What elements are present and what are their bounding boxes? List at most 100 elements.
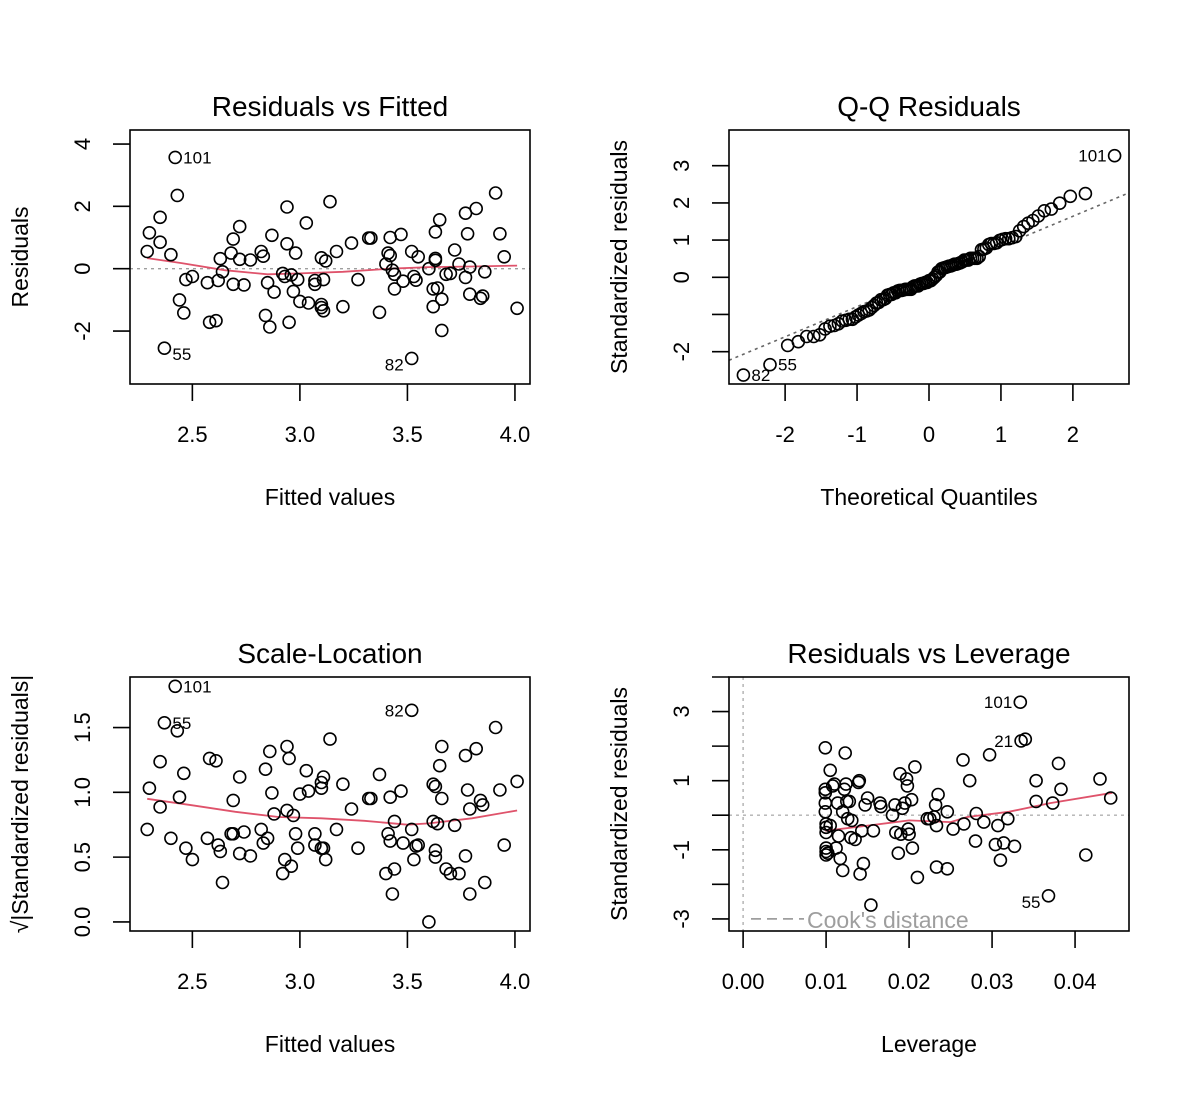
y-tick-label: 1 (669, 234, 694, 246)
data-point (864, 898, 878, 912)
x-axis-label: Theoretical Quantiles (820, 484, 1037, 510)
data-point (842, 794, 857, 809)
data-point (856, 856, 871, 871)
data-point (323, 194, 337, 209)
data-point (1063, 189, 1078, 204)
panel-rvf: Residuals vs Fitted Fitted values Residual… (7, 91, 531, 510)
data-point (469, 741, 484, 756)
data-point (314, 300, 329, 315)
cooks-distance-legend-label: Cook's distance (807, 907, 969, 933)
data-point (422, 915, 436, 929)
data-point (439, 862, 453, 876)
y-tick-label: 0 (70, 263, 95, 275)
data-point (460, 783, 475, 797)
data-point (866, 823, 881, 838)
data-point (226, 277, 240, 292)
data-point (968, 834, 983, 848)
data-point (1012, 224, 1027, 238)
data-point (1007, 839, 1022, 854)
data-point (168, 150, 182, 165)
data-point (818, 785, 833, 800)
data-point (286, 284, 301, 299)
data-point (493, 783, 507, 797)
x-tick-label: -1 (847, 422, 867, 447)
data-point (411, 838, 426, 852)
y-axis-label: Standardized residuals (606, 140, 632, 374)
data-point (428, 253, 443, 268)
data-point (1078, 186, 1093, 201)
data-point (940, 861, 955, 876)
data-point (372, 305, 387, 320)
data-point (258, 762, 273, 777)
data-point (823, 763, 838, 778)
data-point (200, 831, 215, 846)
data-point (929, 860, 944, 874)
plot-area (729, 677, 1129, 931)
data-point (443, 866, 458, 881)
data-point (290, 841, 305, 856)
data-point (874, 799, 888, 814)
data-point (902, 827, 916, 842)
point-label: 82 (385, 355, 404, 374)
data-point (243, 849, 258, 863)
data-point (885, 808, 900, 823)
y-axis-label: √|Standardized residuals| (7, 675, 33, 934)
y-tick-label: -2 (70, 321, 95, 341)
data-point (940, 804, 955, 819)
data-point (301, 784, 316, 798)
data-point (1051, 756, 1066, 771)
data-point (957, 817, 971, 831)
y-axis-label: Standardized residuals (606, 687, 632, 921)
x-tick-label: 0.04 (1054, 969, 1097, 994)
data-point (381, 826, 395, 841)
data-point (226, 793, 240, 808)
data-point (394, 784, 408, 798)
data-point (243, 253, 258, 267)
data-point (860, 791, 875, 805)
data-point (260, 275, 275, 290)
data-point (428, 843, 443, 858)
data-point (1045, 796, 1060, 810)
data-point (497, 249, 512, 264)
data-point (387, 814, 402, 829)
data-point (232, 252, 247, 267)
data-point (823, 319, 837, 334)
data-point (288, 826, 303, 841)
data-point (852, 773, 867, 788)
data-point (179, 841, 193, 856)
plot-frame (129, 129, 531, 385)
data-point (956, 753, 970, 767)
x-tick-label: -2 (775, 422, 795, 447)
data-point (316, 272, 331, 287)
x-tick-label: 3.5 (392, 969, 423, 994)
data-point (265, 786, 279, 800)
data-point (904, 792, 919, 807)
data-point (344, 802, 359, 816)
data-point (262, 744, 277, 759)
data-point (284, 859, 299, 874)
data-point (280, 739, 294, 754)
data-point (404, 822, 419, 837)
data-point (819, 825, 833, 840)
plot-area (130, 150, 530, 366)
data-point (177, 306, 191, 320)
plot-frame (728, 676, 1130, 932)
data-point (422, 261, 436, 276)
plot-area (729, 148, 1129, 382)
data-point (256, 836, 271, 850)
data-point (982, 747, 997, 762)
data-point (256, 249, 271, 264)
data-point (458, 849, 473, 863)
plot-area (140, 679, 524, 929)
data-point (510, 774, 524, 789)
x-tick-label: 0.01 (805, 969, 848, 994)
data-point (428, 225, 443, 239)
data-point (976, 815, 991, 829)
data-point (224, 246, 238, 260)
data-point (488, 720, 503, 735)
data-point (140, 822, 154, 837)
y-tick-label: 3 (669, 160, 694, 172)
data-point (477, 875, 492, 890)
data-point (267, 285, 281, 299)
data-point (428, 779, 443, 794)
